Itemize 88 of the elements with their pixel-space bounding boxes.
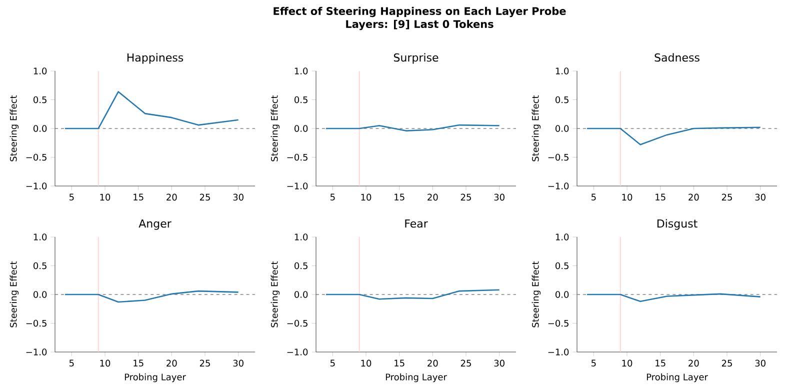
- chart-title: Happiness: [127, 53, 184, 64]
- x-tick-label: 15: [656, 360, 666, 366]
- line-series: [586, 126, 761, 146]
- y-tick-label: 0.5: [34, 96, 46, 104]
- x-tick-label: 5: [330, 194, 335, 200]
- y-tick-label: 0.5: [34, 262, 46, 270]
- x-tick-label: 25: [460, 360, 471, 367]
- y-axis-title: Steering Effect: [270, 95, 280, 162]
- text: Layers: [9] Last 0 Tokens: [346, 20, 494, 30]
- y-tick-label: −0.5: [548, 154, 568, 161]
- y-axis-title: Steering Effect: [532, 261, 541, 328]
- x-tick-label: 20: [166, 194, 177, 201]
- x-axis-title: Probing Layer: [386, 373, 447, 382]
- y-tick-label: 0.5: [294, 96, 308, 104]
- x-tick-label: 20: [428, 360, 438, 367]
- y-tick-label: 1.0: [294, 68, 308, 74]
- y-tick-label: 1.0: [556, 68, 569, 74]
- x-tick-label: 5: [69, 360, 74, 366]
- x-axis-title: Probing Layer: [646, 373, 708, 382]
- x-tick-label: 15: [134, 360, 144, 366]
- x-tick-label: 20: [166, 360, 177, 367]
- x-tick-label: 25: [460, 194, 471, 201]
- x-tick-label: 30: [755, 360, 766, 367]
- y-axis-title: Steering Effect: [10, 95, 19, 162]
- x-tick-label: 25: [200, 194, 210, 201]
- y-tick-label: −1.0: [26, 182, 47, 190]
- x-tick-label: 30: [233, 360, 244, 367]
- x-tick-label: 5: [592, 360, 596, 366]
- y-tick-label: −1.0: [287, 182, 308, 190]
- x-tick-label: 20: [428, 194, 438, 201]
- chart-title: Sadness: [654, 53, 700, 62]
- x-tick-label: 10: [622, 360, 632, 367]
- x-axis-title: Probing Layer: [124, 373, 186, 382]
- x-tick-label: 5: [592, 194, 596, 200]
- x-tick-label: 30: [494, 194, 504, 201]
- x-tick-label: 25: [200, 360, 210, 367]
- line-series: [64, 290, 239, 303]
- y-tick-label: 0.5: [556, 96, 568, 104]
- x-tick-label: 10: [100, 194, 110, 201]
- x-tick-label: 5: [69, 194, 74, 200]
- y-axis-title: Steering Effect: [270, 261, 280, 328]
- y-tick-label: −0.5: [26, 154, 46, 161]
- y-tick-label: 1.0: [294, 234, 308, 240]
- x-tick-label: 10: [100, 360, 110, 367]
- x-tick-label: 30: [755, 194, 766, 201]
- y-tick-label: 0.0: [294, 291, 308, 298]
- line-series: [586, 293, 761, 302]
- x-tick-label: 25: [722, 360, 732, 367]
- text: Effect of Steering Happiness on Each Layer Probe: [274, 6, 566, 18]
- x-tick-label: 15: [134, 194, 144, 200]
- y-tick-label: 0.0: [34, 125, 47, 132]
- x-tick-label: 25: [722, 194, 732, 201]
- y-tick-label: 0.0: [294, 125, 308, 132]
- y-axis-title: Steering Effect: [532, 95, 541, 162]
- y-tick-label: −0.5: [26, 320, 46, 327]
- y-tick-label: 0.5: [556, 262, 568, 270]
- x-tick-label: 5: [330, 360, 335, 366]
- y-tick-label: 0.5: [294, 262, 308, 270]
- y-tick-label: 0.0: [556, 125, 569, 132]
- y-tick-label: −1.0: [548, 348, 569, 356]
- y-tick-label: 1.0: [34, 68, 47, 74]
- y-tick-label: −0.5: [287, 154, 308, 161]
- x-tick-label: 20: [688, 194, 699, 201]
- x-tick-label: 10: [361, 360, 372, 367]
- chart-title: Disgust: [657, 219, 698, 230]
- y-tick-label: −1.0: [26, 348, 47, 356]
- y-tick-label: 1.0: [556, 234, 569, 240]
- y-tick-label: −1.0: [548, 182, 569, 190]
- chart-title: Fear: [405, 219, 428, 228]
- y-tick-label: −0.5: [548, 320, 568, 327]
- x-tick-label: 15: [656, 194, 666, 200]
- x-tick-label: 10: [361, 194, 372, 201]
- y-tick-label: −0.5: [287, 320, 308, 327]
- y-axis-title: Steering Effect: [10, 261, 19, 328]
- line-series: [325, 289, 500, 300]
- y-tick-label: 0.0: [556, 291, 569, 298]
- x-tick-label: 20: [688, 360, 699, 367]
- y-tick-label: 1.0: [34, 234, 47, 240]
- x-tick-label: 15: [394, 360, 404, 366]
- x-tick-label: 30: [494, 360, 504, 367]
- y-tick-label: 0.0: [34, 291, 47, 298]
- chart-title: Surprise: [394, 53, 438, 64]
- chart-title: Anger: [138, 219, 172, 230]
- line-series: [64, 91, 239, 130]
- x-tick-label: 10: [622, 194, 632, 201]
- x-tick-label: 15: [394, 194, 404, 200]
- y-tick-label: −1.0: [287, 348, 308, 356]
- x-tick-label: 30: [233, 194, 244, 201]
